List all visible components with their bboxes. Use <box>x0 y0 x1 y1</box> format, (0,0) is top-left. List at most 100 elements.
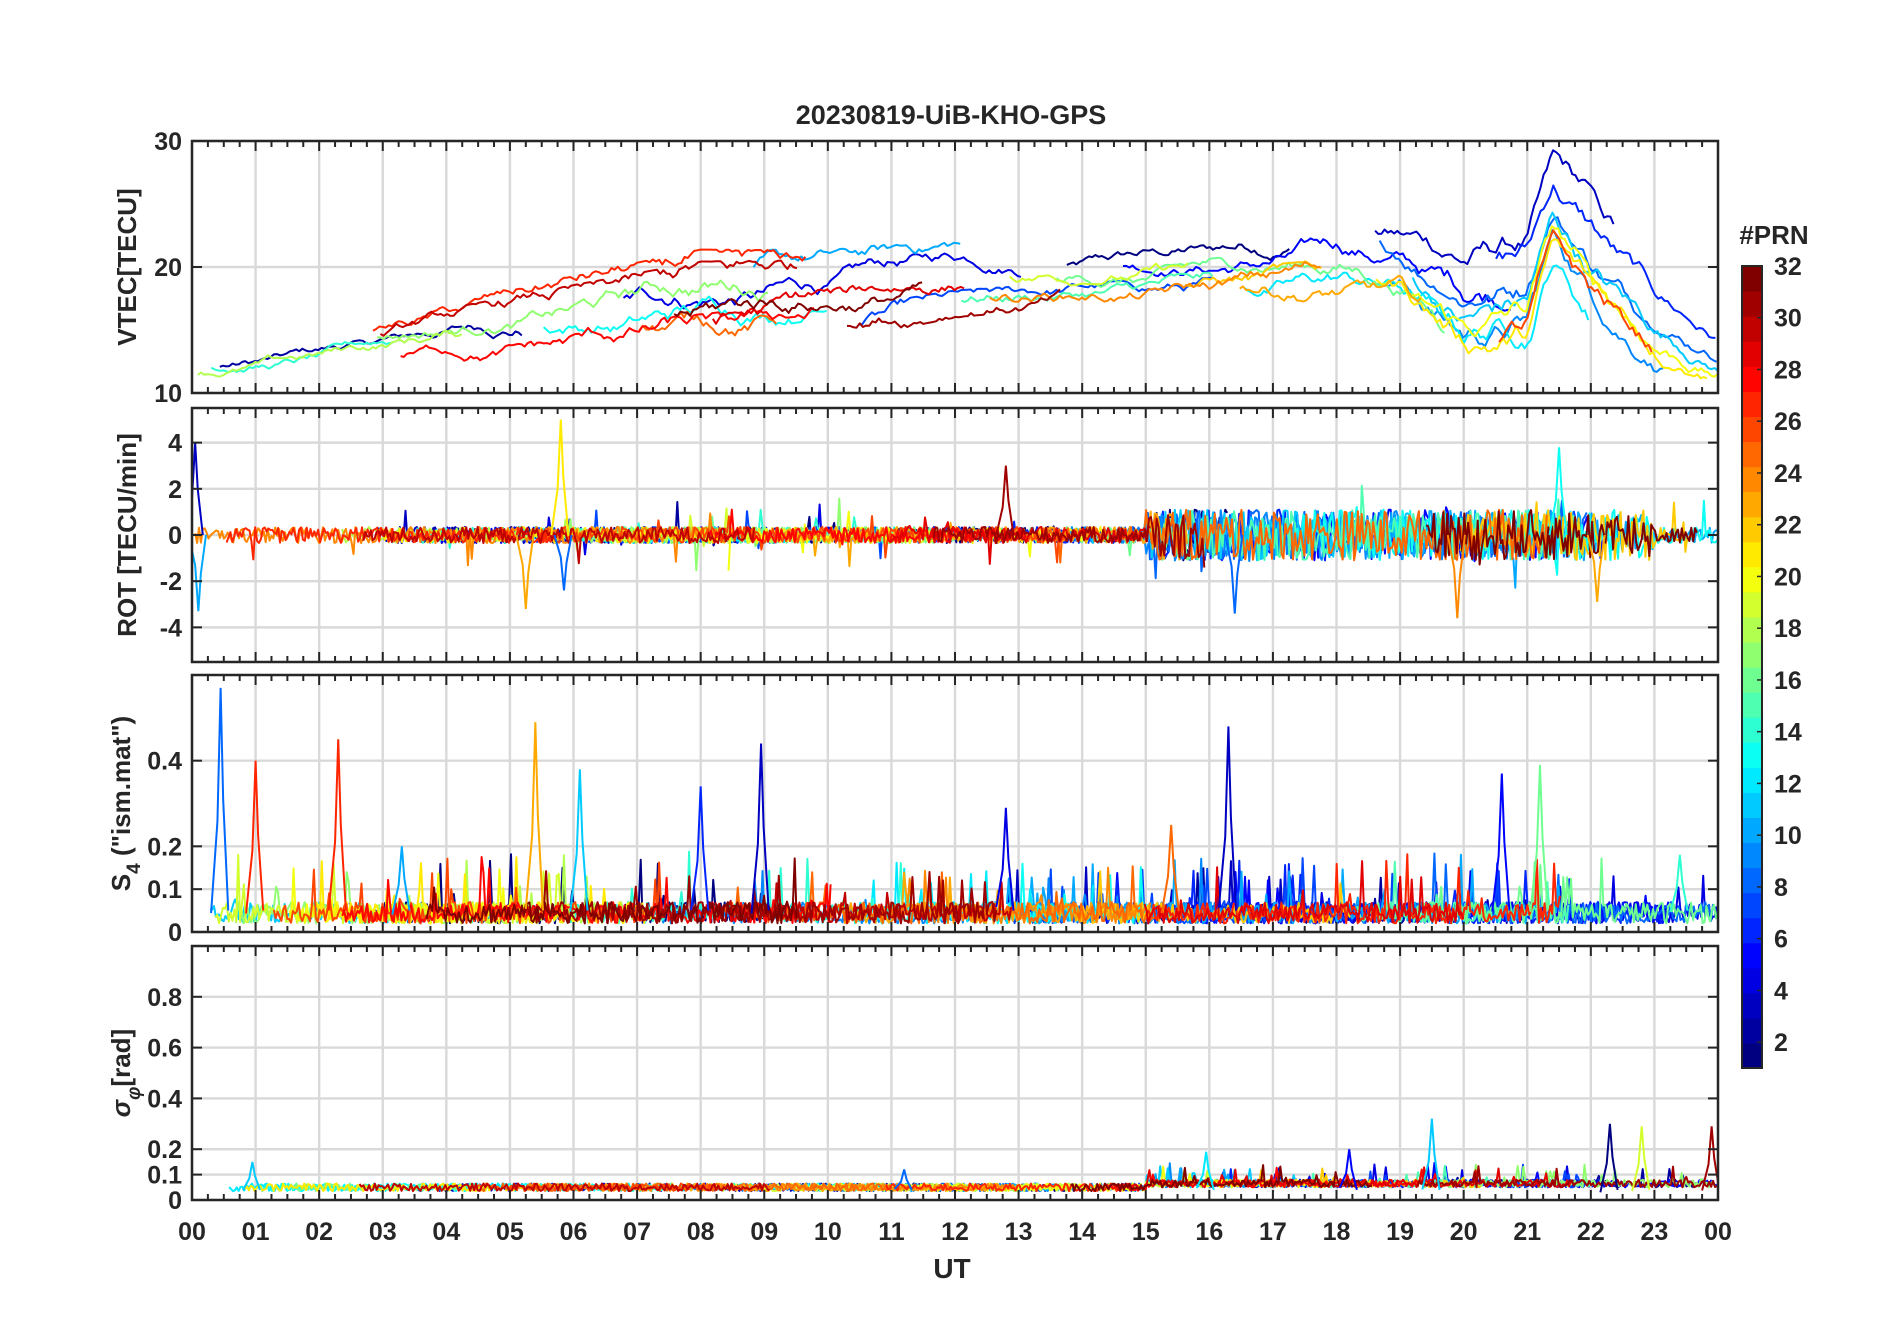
colorbar-segment <box>1742 291 1762 317</box>
y-tick-label: 0 <box>168 1187 182 1215</box>
series-line-prn-16 <box>1055 256 1446 334</box>
y-tick-label: 0.2 <box>147 833 182 861</box>
spike-mark <box>1548 447 1568 536</box>
spike-mark <box>1701 1126 1718 1191</box>
series-rot <box>192 419 1718 619</box>
spike-mark <box>569 769 589 912</box>
spike-mark <box>995 465 1015 536</box>
spike-mark <box>1217 726 1238 911</box>
y-tick-label: 0.2 <box>147 1136 182 1164</box>
x-tick-label: 12 <box>941 1218 969 1246</box>
colorbar-segment <box>1742 266 1762 292</box>
grid-vtec <box>190 139 1720 395</box>
spike-mark <box>1338 1149 1358 1191</box>
ytick-labels-s4: 0 0.1 0.2 0.4 <box>147 748 182 947</box>
ylabel-rest: [rad] <box>106 1029 136 1087</box>
colorbar-segment <box>1742 717 1762 743</box>
x-tick-label: 11 <box>878 1218 905 1246</box>
colorbar-tick-label: 8 <box>1774 874 1788 902</box>
y-tick-label: 0 <box>168 919 182 947</box>
colorbar-tick-label: 2 <box>1774 1029 1788 1057</box>
colorbar-segment <box>1742 466 1762 493</box>
colorbar-tick-label: 30 <box>1774 305 1802 333</box>
x-tick-label: 01 <box>242 1218 270 1246</box>
colorbar-segment <box>1742 967 1762 994</box>
spike-mark <box>524 722 544 911</box>
ytick-labels-sigphi: 00.10.2 0.4 0.6 0.8 <box>147 984 182 1215</box>
x-tick-label: 06 <box>560 1218 588 1246</box>
x-tick-label: 10 <box>814 1218 842 1246</box>
series-line-prn-30 <box>358 1182 770 1193</box>
x-tick-label: 17 <box>1259 1218 1287 1246</box>
series-line-prn-27 <box>1146 853 1561 925</box>
colorbar-tick-label: 16 <box>1774 667 1802 695</box>
series-line-prn-25 <box>469 1182 892 1192</box>
colorbar-segment <box>1742 942 1762 969</box>
series-line-prn-32 <box>425 857 798 925</box>
series-line-prn-31 <box>932 514 1206 568</box>
colorbar-segment <box>1742 917 1762 944</box>
ylabel-main: σ <box>106 1098 136 1117</box>
spike-mark <box>1224 534 1244 614</box>
x-tick-label: 03 <box>369 1218 397 1246</box>
colorbar-segment <box>1742 892 1762 919</box>
colorbar-segment <box>1742 316 1762 342</box>
series-line-prn-8 <box>1378 216 1718 363</box>
y-tick-label: 0 <box>168 522 182 550</box>
colorbar-segment <box>1742 667 1762 693</box>
ytick-labels-vtec: 10 20 30 <box>154 128 182 408</box>
colorbar-title: #PRN <box>1739 220 1808 250</box>
series-line-prn-11 <box>1411 211 1718 372</box>
series-line-prn-28 <box>400 306 815 362</box>
y-tick-label: 0.6 <box>147 1035 182 1063</box>
series-line-prn-25 <box>638 310 778 337</box>
spike-mark <box>553 534 573 591</box>
spike-mark <box>995 807 1015 911</box>
series-line-prn-31 <box>1416 1165 1718 1189</box>
colorbar-tick-label: 14 <box>1774 719 1802 747</box>
series-line-prn-1 <box>1066 243 1290 266</box>
series-line-prn-23 <box>1239 274 1422 303</box>
spike-mark <box>1491 773 1511 912</box>
y-tick-label: 0.1 <box>147 1162 182 1190</box>
colorbar-segment <box>1742 767 1762 793</box>
x-tick-label: 09 <box>750 1218 778 1246</box>
x-tick-label: 00 <box>1704 1218 1732 1246</box>
spike-mark <box>550 419 570 536</box>
series-line-prn-18 <box>197 329 463 378</box>
y-tick-label: 0.8 <box>147 984 182 1012</box>
x-axis-label: UT <box>933 1253 970 1284</box>
x-tick-label: 05 <box>496 1218 524 1246</box>
colorbar-segment <box>1742 541 1762 568</box>
colorbar-segment <box>1742 616 1762 643</box>
colorbar-segment <box>1742 516 1762 543</box>
colorbar-tick-label: 12 <box>1774 770 1802 798</box>
colorbar-segment <box>1742 742 1762 768</box>
series-line-prn-21 <box>1375 238 1708 380</box>
spike-mark <box>1195 1151 1215 1191</box>
axes-frame-vtec <box>190 139 1720 395</box>
grid-s4 <box>190 675 1720 934</box>
colorbar-tick-label: 20 <box>1774 563 1802 591</box>
colorbar-tick-label: 6 <box>1774 926 1788 954</box>
panel-sigphi: 00.10.20.40.60.8σφ[rad] <box>106 944 1720 1215</box>
series-line-prn-25 <box>1030 508 1548 564</box>
colorbar-segment <box>1742 817 1762 844</box>
spike-mark <box>327 739 347 911</box>
series-line-prn-15 <box>960 271 1214 303</box>
spike-mark <box>245 760 265 914</box>
colorbar-segment <box>1742 491 1762 518</box>
x-tick-label: 07 <box>623 1218 651 1246</box>
colorbar-segment <box>1742 416 1762 443</box>
spike-mark <box>515 534 535 609</box>
colorbar-segment <box>1742 792 1762 818</box>
y-tick-label: 4 <box>168 430 182 458</box>
y-tick-label: 30 <box>154 128 182 156</box>
y-tick-label: 0.1 <box>147 876 182 904</box>
series-line-prn-30 <box>379 259 798 337</box>
spike-mark <box>241 1161 261 1191</box>
spike-mark <box>690 786 710 911</box>
axes-frame-sigphi <box>190 944 1720 1202</box>
x-tick-label: 04 <box>432 1218 460 1246</box>
series-line-prn-5 <box>1122 237 1512 312</box>
